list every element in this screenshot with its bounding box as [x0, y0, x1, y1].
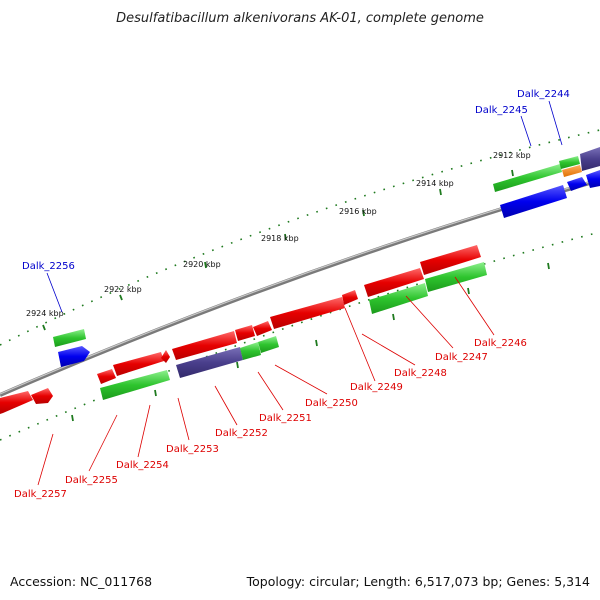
tick-label: 2918 kbp	[261, 234, 299, 243]
gene-label-dalk-2251[interactable]: Dalk_2251	[259, 413, 312, 424]
forward-cds-feature[interactable]	[420, 245, 481, 275]
tick-label: 2924 kbp	[26, 309, 64, 318]
forward-cds-feature[interactable]	[0, 391, 33, 414]
forward-cds-feature[interactable]	[342, 290, 358, 305]
outer-tick-track	[0, 129, 600, 346]
gene-feature[interactable]	[53, 329, 86, 347]
forward-cds-feature[interactable]	[270, 297, 345, 329]
label-leaders-red	[37, 276, 495, 486]
reverse-cds-feature[interactable]	[567, 177, 587, 191]
inner-tick-track	[0, 231, 600, 441]
forward-cds-feature[interactable]	[364, 268, 424, 297]
gene-label-dalk-2247[interactable]: Dalk_2247	[435, 352, 488, 363]
forward-cds-feature[interactable]	[253, 321, 272, 336]
gene-feature[interactable]	[258, 336, 279, 353]
forward-cds-feature[interactable]	[235, 325, 255, 341]
gene-feature[interactable]	[240, 342, 261, 360]
gene-feature[interactable]	[100, 370, 170, 400]
reverse-cds-feature[interactable]	[586, 170, 600, 188]
gene-label-dalk-2245[interactable]: Dalk_2245	[475, 105, 528, 116]
tick-label: 2920 kbp	[183, 260, 221, 269]
gene-feature[interactable]	[425, 262, 487, 292]
forward-cds-feature[interactable]	[172, 331, 237, 360]
gene-label-dalk-2249[interactable]: Dalk_2249	[350, 382, 403, 393]
hypothetical-protein-feature[interactable]	[580, 147, 600, 171]
rna-feature[interactable]	[562, 165, 582, 177]
reverse-cds-feature[interactable]	[58, 346, 90, 367]
reverse-cds-feature[interactable]	[500, 185, 567, 218]
gene-labels: Dalk_2244 Dalk_2245 Dalk_2256 Dalk_2246 …	[14, 89, 570, 500]
forward-cds-feature[interactable]	[31, 388, 53, 404]
forward-cds-feature[interactable]	[113, 352, 164, 376]
map-title: Desulfatibacillum alkenivorans AK-01, co…	[116, 11, 484, 26]
gene-label-dalk-2254[interactable]: Dalk_2254	[116, 460, 169, 471]
gene-label-dalk-2253[interactable]: Dalk_2253	[166, 444, 219, 455]
accession-text: Accession: NC_011768	[10, 574, 152, 589]
tick-label: 2912 kbp	[493, 151, 531, 160]
gene-label-dalk-2257[interactable]: Dalk_2257	[14, 489, 67, 500]
gene-label-dalk-2256[interactable]: Dalk_2256	[22, 261, 75, 272]
gene-feature[interactable]	[369, 283, 428, 314]
tick-labels: 2912 kbp 2914 kbp 2916 kbp 2918 kbp 2920…	[26, 151, 531, 318]
gene-feature[interactable]	[493, 164, 562, 192]
forward-cds-feature[interactable]	[97, 369, 116, 384]
gene-feature[interactable]	[559, 156, 580, 169]
forward-cds-feature[interactable]	[161, 350, 170, 363]
gene-label-dalk-2250[interactable]: Dalk_2250	[305, 398, 358, 409]
inner-major-ticks	[71, 262, 550, 422]
tick-label: 2914 kbp	[416, 179, 454, 188]
gene-label-dalk-2255[interactable]: Dalk_2255	[65, 475, 118, 486]
tick-label: 2922 kbp	[104, 285, 142, 294]
gene-label-dalk-2252[interactable]: Dalk_2252	[215, 428, 268, 439]
gene-label-dalk-2246[interactable]: Dalk_2246	[474, 338, 527, 349]
outer-major-ticks	[42, 169, 514, 331]
hypothetical-protein-feature[interactable]	[176, 347, 243, 378]
label-leaders-blue	[46, 100, 563, 313]
tick-label: 2916 kbp	[339, 207, 377, 216]
gene-label-dalk-2244[interactable]: Dalk_2244	[517, 89, 570, 100]
genome-summary-text: Topology: circular; Length: 6,517,073 bp…	[246, 574, 590, 589]
gene-label-dalk-2248[interactable]: Dalk_2248	[394, 368, 447, 379]
